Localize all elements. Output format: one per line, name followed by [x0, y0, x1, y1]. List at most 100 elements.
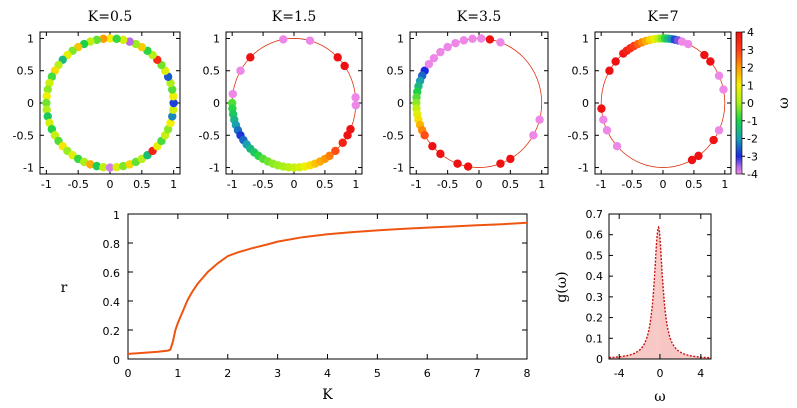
histogram-bar	[643, 344, 645, 359]
histogram-bar	[651, 305, 653, 359]
histogram-bar	[682, 353, 684, 359]
oscillator-point	[719, 85, 728, 94]
x-tick-label: 6	[424, 367, 431, 380]
oscillator-point	[700, 50, 709, 60]
histogram-bar	[656, 232, 658, 359]
oscillator-point	[125, 37, 134, 46]
oscillator-point	[169, 98, 178, 108]
oscillator-point	[42, 105, 51, 114]
oscillator-point	[338, 138, 347, 147]
histogram-bar	[642, 345, 644, 359]
x-tick-label: -4	[614, 367, 625, 380]
x-tick-label: -1	[227, 178, 238, 191]
oscillator-point	[333, 53, 342, 62]
histogram-bar	[620, 356, 621, 359]
histogram-bar	[645, 339, 647, 359]
histogram-bar	[630, 354, 632, 359]
oscillator-point	[346, 125, 355, 134]
plot-frame	[39, 31, 181, 175]
y-tick-label: 1	[213, 32, 220, 45]
histogram-bar	[699, 357, 701, 359]
histogram-bar	[622, 356, 623, 359]
histogram-bar	[613, 357, 614, 359]
oscillator-point	[714, 71, 724, 80]
oscillator-point	[163, 125, 173, 134]
colorbar	[735, 31, 743, 175]
x-tick-label: 0	[291, 178, 298, 191]
histogram-bar	[634, 353, 636, 359]
panel-title: K=7	[647, 9, 678, 25]
oscillator-point	[506, 154, 515, 164]
histogram-bar	[610, 357, 611, 359]
plot-frame	[225, 31, 363, 175]
histogram-bar	[637, 351, 639, 359]
histogram-bar	[664, 305, 665, 359]
x-tick-label: 1	[170, 178, 177, 191]
histogram-bar	[631, 354, 633, 359]
histogram-bar	[649, 321, 651, 359]
oscillator-point	[42, 98, 51, 108]
oscillator-point	[709, 135, 718, 145]
oscillator-point	[694, 151, 703, 161]
y-tick-label: 0.3	[586, 291, 604, 304]
oscillator-point	[43, 85, 52, 94]
histogram-bar	[686, 354, 688, 359]
y-tick-label: 1	[27, 32, 34, 45]
oscillator-point	[496, 159, 505, 168]
histogram-bar	[675, 348, 676, 359]
histogram-bar	[709, 357, 711, 359]
x-tick-label: -1	[596, 178, 607, 191]
x-tick-label: 0	[657, 367, 664, 380]
histogram-bar	[679, 351, 680, 359]
x-tick-label: 4	[324, 367, 331, 380]
histogram-bar	[670, 339, 671, 359]
oscillator-point	[112, 162, 121, 172]
oscillator-point	[496, 38, 505, 47]
histogram-bar	[646, 336, 648, 359]
histogram-bar	[703, 357, 705, 359]
histogram-bar	[617, 356, 618, 359]
y-tick-label: -0.5	[13, 129, 34, 142]
oscillator-point	[119, 161, 128, 171]
plot-frame	[594, 31, 732, 175]
histogram-bar	[692, 356, 694, 359]
histogram-bar	[693, 356, 695, 359]
oscillator-point	[169, 92, 178, 101]
histogram-bar	[640, 348, 642, 359]
oscillator-point	[436, 149, 445, 159]
oscillator-point	[605, 66, 614, 75]
histogram-bar	[614, 357, 615, 359]
x-tick-label: 1	[538, 178, 545, 191]
histogram-bar	[665, 314, 666, 359]
oscillator-point	[99, 162, 108, 172]
histogram-bar	[612, 357, 613, 359]
histogram-bar	[684, 354, 686, 359]
oscillator-point	[169, 105, 178, 114]
panel-title: K=1.5	[272, 9, 316, 25]
histogram-bar	[647, 332, 649, 359]
histogram-bar	[687, 355, 689, 359]
y-tick-label: 0	[582, 97, 589, 110]
y-tick-label: 0.2	[586, 312, 604, 325]
histogram-bar	[652, 293, 654, 359]
x-tick-label: -0.5	[252, 178, 273, 191]
frequency-distribution-chart: -4 0 4 0 0.1 0.2 0.3 0.4 0.5 0.6 0.7 ω g(ω)	[554, 208, 712, 405]
y-tick-label: 0.4	[103, 296, 121, 309]
y-tick-label: 0.5	[572, 65, 590, 78]
circle-panel-3: K=3.5 -1 -1 -0.5 -0.5 0 0 0.5 0.5 1 1	[383, 9, 549, 191]
y-tick-label: 0.4	[586, 270, 604, 283]
histogram-bar	[669, 336, 670, 359]
y-axis-label: g(ω)	[554, 271, 570, 302]
oscillator-point	[687, 155, 697, 165]
oscillator-point	[86, 160, 95, 169]
oscillator-point	[611, 57, 620, 66]
colorbar-tick-label: 4	[747, 26, 754, 39]
histogram-bar	[701, 357, 703, 359]
oscillator-point	[92, 35, 101, 45]
y-tick-label: -0.5	[568, 129, 589, 142]
histogram-bar	[653, 278, 655, 359]
x-axis-label: K	[322, 387, 333, 403]
histogram-bar	[668, 332, 669, 359]
oscillator-point	[279, 35, 288, 44]
